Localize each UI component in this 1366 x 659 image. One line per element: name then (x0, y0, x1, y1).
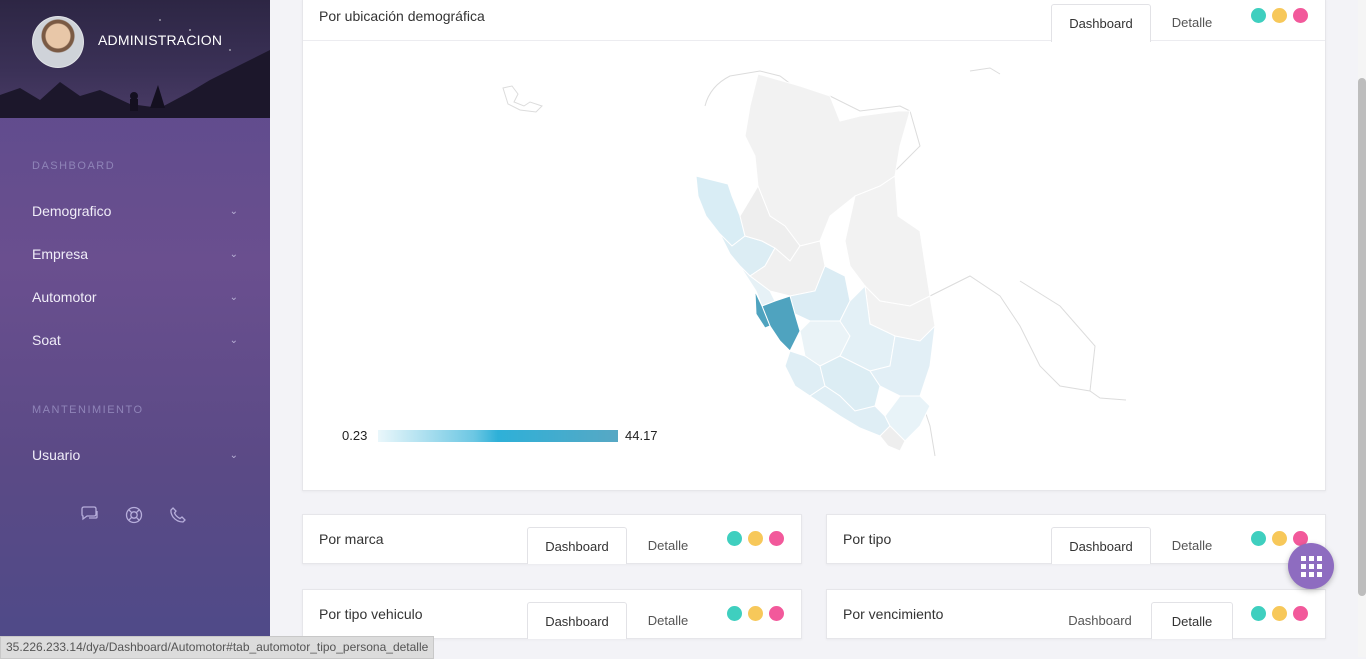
card-por-tipo: Por tipo Dashboard Detalle (826, 514, 1326, 564)
yellow-dot[interactable] (748, 606, 763, 621)
chevron-down-icon: ⌄ (229, 291, 238, 303)
tab-detalle[interactable]: Detalle (647, 612, 689, 628)
sidebar-item-label: Empresa (32, 246, 89, 262)
card-por-marca: Por marca Dashboard Detalle (302, 514, 802, 564)
tab-dashboard[interactable]: Dashboard (1051, 527, 1151, 564)
scrollbar[interactable] (1358, 0, 1366, 657)
sidebar-item-empresa[interactable]: Empresa ⌄ (32, 242, 238, 266)
tab-dashboard[interactable]: Dashboard (527, 527, 627, 564)
teal-dot[interactable] (727, 606, 742, 621)
card-title: Por marca (319, 531, 384, 547)
sidebar-item-demografico[interactable]: Demografico ⌄ (32, 199, 238, 223)
grid-icon (1300, 555, 1306, 561)
sidebar-item-automotor[interactable]: Automotor ⌄ (32, 285, 238, 309)
legend-max-value: 44.17 (625, 428, 658, 443)
phone-icon[interactable] (168, 506, 188, 529)
chevron-down-icon: ⌄ (229, 205, 238, 217)
yellow-dot[interactable] (1272, 606, 1287, 621)
window-controls (727, 531, 784, 546)
teal-dot[interactable] (727, 531, 742, 546)
night-sky-background (0, 19, 270, 118)
card-por-tipo-vehiculo: Por tipo vehiculo Dashboard Detalle (302, 589, 802, 639)
peru-regions (695, 73, 936, 452)
yellow-dot[interactable] (748, 531, 763, 546)
lifebuoy-icon[interactable] (124, 506, 144, 529)
sidebar-item-soat[interactable]: Soat ⌄ (32, 328, 238, 352)
peru-map (502, 67, 1127, 457)
legend-min-value: 0.23 (342, 428, 368, 443)
tab-dashboard[interactable]: Dashboard (527, 602, 627, 639)
chevron-down-icon: ⌄ (229, 449, 238, 461)
avatar[interactable] (32, 16, 84, 68)
teal-dot[interactable] (1251, 531, 1266, 546)
card-title: Por tipo vehiculo (319, 606, 423, 622)
card-header-divider (303, 40, 1325, 41)
pink-dot[interactable] (769, 531, 784, 546)
card-title: Por vencimiento (843, 606, 944, 622)
sidebar-item-label: Demografico (32, 203, 112, 219)
tab-detalle[interactable]: Detalle (647, 537, 689, 553)
window-controls (1251, 8, 1308, 23)
tab-dashboard[interactable]: Dashboard (1068, 612, 1132, 628)
apps-menu-button[interactable] (1288, 543, 1334, 589)
legend-color-scale (378, 430, 618, 442)
card-title: Por tipo (843, 531, 892, 547)
tab-dashboard[interactable]: Dashboard (1051, 4, 1151, 42)
chat-icon[interactable] (80, 506, 100, 529)
tab-detalle[interactable]: Detalle (1151, 602, 1233, 639)
sidebar-item-label: Automotor (32, 289, 97, 305)
window-controls (727, 606, 784, 621)
pink-dot[interactable] (1293, 606, 1308, 621)
window-controls (1251, 531, 1308, 546)
section-label-mantenimiento: MANTENIMIENTO (32, 404, 144, 416)
status-bar-url: 35.226.233.14/dya/Dashboard/Automotor#ta… (0, 636, 435, 659)
sidebar-item-label: Usuario (32, 447, 81, 463)
card-por-vencimiento: Por vencimiento Dashboard Detalle (826, 589, 1326, 639)
sidebar: ADMINISTRACION DASHBOARD Demografico ⌄ E… (0, 0, 270, 657)
sidebar-item-usuario[interactable]: Usuario ⌄ (32, 443, 238, 467)
card-title: Por ubicación demográfica (319, 8, 485, 24)
pink-dot[interactable] (1293, 8, 1308, 23)
window-controls (1251, 606, 1308, 621)
profile-name: ADMINISTRACION (98, 32, 223, 48)
pink-dot[interactable] (1293, 531, 1308, 546)
tab-detalle[interactable]: Detalle (1171, 14, 1213, 30)
sidebar-footer-icons (80, 506, 188, 529)
profile-header: ADMINISTRACION (0, 0, 270, 118)
pink-dot[interactable] (769, 606, 784, 621)
teal-dot[interactable] (1251, 8, 1266, 23)
chevron-down-icon: ⌄ (229, 248, 238, 260)
sidebar-item-label: Soat (32, 332, 61, 348)
chevron-down-icon: ⌄ (229, 334, 238, 346)
section-label-dashboard: DASHBOARD (32, 160, 116, 172)
tab-detalle[interactable]: Detalle (1171, 537, 1213, 553)
teal-dot[interactable] (1251, 606, 1266, 621)
yellow-dot[interactable] (1272, 8, 1287, 23)
scrollbar-thumb[interactable] (1358, 78, 1366, 596)
yellow-dot[interactable] (1272, 531, 1287, 546)
